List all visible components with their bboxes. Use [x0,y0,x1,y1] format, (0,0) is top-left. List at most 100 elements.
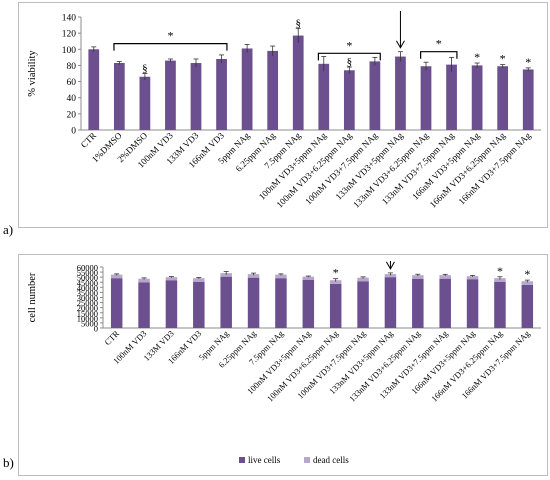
viability-bar [292,35,304,130]
viability-y-tick-label: 140 [62,14,77,24]
cell-number-legend-label: live cells [248,455,281,465]
viability-significance-bracket [420,51,458,59]
viability-y-tick-label: 20 [67,110,77,120]
cell-number-legend-label: dead cells [313,455,349,465]
cell-number-bar-dead [357,277,369,282]
viability-bar [497,66,509,130]
cell-number-y-tick-label: 30000 [77,293,98,303]
viability-bar [369,61,381,131]
cell-number-y-tick-label: 50000 [77,273,98,283]
cell-number-bar-live [412,278,424,328]
viability-bar [216,58,227,130]
cell-number-bar-live [110,278,123,328]
cell-number-bar-live [165,280,178,328]
cell-number-bar-dead [138,278,150,283]
cell-number-bar-dead [165,277,178,281]
cell-number-bar-live [138,282,150,328]
viability-significance-mark: § [347,56,353,68]
viability-significance-bracket [113,43,228,51]
viability-bar [343,70,355,130]
cell-number-bar-live [384,277,397,328]
cell-number-bar-live [439,278,451,328]
viability-bar [318,63,330,130]
cell-number-bar-live [357,281,369,328]
cell-number-bar-dead [494,278,506,282]
viability-significance-mark: * [474,50,480,64]
cell-number-y-tick-label: 10000 [77,313,98,323]
viability-bar [139,76,151,130]
viability-bar [395,56,406,130]
viability-bar [420,66,432,130]
viability-y-tick-label: 120 [62,30,77,40]
viability-y-tick-label: 0 [71,127,76,137]
viability-significance-mark: § [295,17,301,29]
cell-number-y-tick-label: 55000 [77,268,98,278]
viability-significance-bracket [317,52,381,61]
viability-bar [471,65,483,130]
viability-bar [522,69,534,130]
viability-y-tick-label: 80 [67,62,77,72]
cell-number-significance-mark: * [524,267,530,281]
viability-significance-mark: * [525,55,531,69]
viability-y-tick-label: 100 [62,46,77,56]
viability-category-label: CTR [79,130,98,149]
cell-number-bar-live [220,276,232,328]
cell-number-bar-dead [439,275,451,279]
cell-number-y-tick-label: 45000 [77,278,98,288]
cell-number-bar-live [521,284,534,328]
viability-bar [267,50,279,130]
cell-number-bar-live [193,281,205,328]
cell-number-bar-live [247,277,260,328]
cell-number-y-tick-label: 25000 [77,298,98,308]
cell-number-legend-swatch [239,457,245,463]
cell-number-y-tick-label: 60000 [77,263,98,273]
cell-number-bar-dead [329,280,342,284]
cell-number-bar-dead [247,274,260,278]
cell-number-bar-live [302,279,315,328]
cell-number-category-label: CTR [102,328,121,347]
viability-bracket-label: * [167,29,173,43]
viability-bar [88,49,100,130]
cell-number-y-axis-label: cell number [27,272,38,322]
cell-number-y-tick-label: 20000 [77,303,98,313]
cell-number-significance-mark: * [333,266,339,280]
cell-number-y-tick-label: 15000 [77,308,98,318]
cell-number-bar-dead [302,276,315,280]
viability-arrow-head [396,40,405,49]
panel-label-b: b) [3,455,14,470]
cell-number-arrow-head [386,261,395,270]
viability-y-axis-label: % viability [27,50,38,97]
cell-number-y-tick-label: 5000 [81,318,98,328]
cell-number-bar-live [275,278,287,328]
viability-bar [165,60,176,131]
cell-number-bar-live [494,281,506,328]
cell-number-bar-dead [384,274,397,278]
cell-number-y-tick-label: 0 [94,324,98,334]
viability-y-tick-label: 60 [67,78,77,88]
viability-bracket-label: * [346,38,352,52]
viability-chart-panel: 0 20 40 60 80 100 120 140% viability CTR 1%DMSO 2%… [18,2,548,228]
cell-number-bar-dead [275,274,287,279]
viability-y-tick-label: 40 [67,94,77,104]
cell-number-bar-live [466,279,479,328]
viability-bar [113,63,125,130]
cell-number-bar-dead [110,274,123,279]
cell-number-bar-dead [521,281,534,285]
viability-bar [446,64,457,130]
cell-number-significance-mark: * [497,264,503,278]
panel-label-a: a) [3,222,14,237]
viability-significance-mark: § [142,63,148,75]
cell-number-y-tick-label: 35000 [77,288,98,298]
viability-significance-mark: * [500,52,506,66]
cell-number-bar-dead [193,278,205,282]
viability-bar [190,63,202,130]
cell-number-bar-dead [466,276,479,280]
cell-number-bar-live [329,283,342,328]
cell-number-bar-dead [220,273,232,277]
cell-number-chart-panel: 0 5000 10000 15000 20000 25000 30000 35000 40000… [18,254,548,476]
viability-bracket-label: * [436,37,442,51]
cell-number-chart: 0500010000150002000025000300003500040000… [27,261,541,465]
cell-number-bar-dead [412,275,424,279]
viability-bar [241,48,253,130]
